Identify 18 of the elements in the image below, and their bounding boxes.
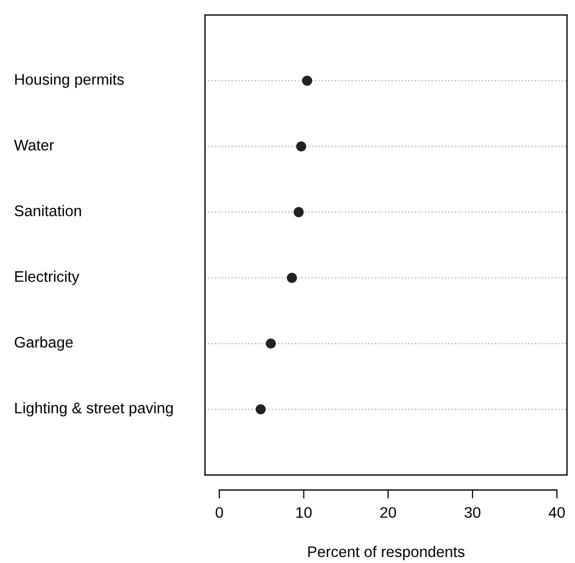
y-tick-label: Electricity (15, 270, 80, 285)
point (296, 141, 306, 152)
y-tick-label: Sanitation (14, 205, 81, 216)
x-axis-title: Percent of respondents (308, 546, 464, 560)
point (294, 207, 304, 218)
x-tick-label: 30 (464, 507, 480, 518)
x-tick-label: 10 (296, 507, 312, 518)
y-tick-label: Lighting & street paving (15, 402, 173, 416)
x-tick-label: 20 (380, 507, 396, 518)
x-tick-label: 0 (216, 507, 223, 518)
y-tick-label: Garbage (14, 336, 73, 351)
point (266, 338, 276, 349)
point (256, 404, 266, 414)
point (302, 76, 312, 86)
point (286, 272, 297, 283)
y-tick-label: Water (14, 140, 54, 151)
x-tick-label: 40 (548, 507, 565, 518)
y-tick-label: Housing permits (15, 74, 124, 88)
